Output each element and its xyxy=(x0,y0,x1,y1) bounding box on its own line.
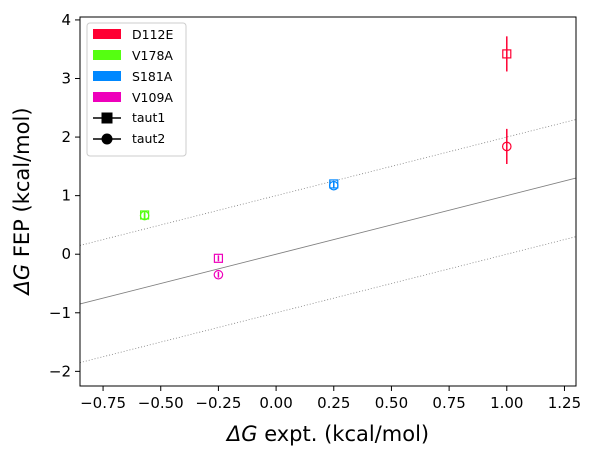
x-tick-label: 1.25 xyxy=(548,394,581,412)
legend-label-d112e: D112E xyxy=(132,27,173,42)
data-point-s181a-taut2 xyxy=(328,180,339,191)
legend-label-v178a: V178A xyxy=(132,48,173,63)
y-tick-label: 2 xyxy=(61,128,71,146)
x-tick-label: 0.75 xyxy=(432,394,465,412)
legend-swatch-v178a xyxy=(93,50,121,60)
legend-swatch-s181a xyxy=(93,71,121,81)
data-marks xyxy=(139,36,512,280)
x-axis-label: ΔG expt. (kcal/mol) xyxy=(225,422,429,446)
data-point-v109a-taut2 xyxy=(213,269,224,280)
plot-frame xyxy=(79,16,577,387)
identity-line xyxy=(80,177,576,305)
x-tick-label: 0.25 xyxy=(317,394,350,412)
y-tick-label: 3 xyxy=(61,70,71,88)
y-tick-label: 0 xyxy=(61,245,71,263)
data-point-d112e-taut2 xyxy=(501,141,512,152)
legend-label-v109a: V109A xyxy=(132,90,173,105)
x-tick-label: −0.75 xyxy=(80,394,126,412)
y-tick-label: −1 xyxy=(49,304,71,322)
legend-label-s181a: S181A xyxy=(132,69,173,84)
y-axis-label: ΔG FEP (kcal/mol) xyxy=(10,107,34,296)
y-axis-label-text: FEP (kcal/mol) xyxy=(10,107,34,263)
x-axis: −0.75 −0.50 −0.25 0.00 0.25 0.50 0.75 1.00 1.25 xyxy=(80,386,581,412)
legend-label-taut1: taut1 xyxy=(132,110,165,125)
x-tick-label: −0.50 xyxy=(138,394,184,412)
y-tick-label: 4 xyxy=(61,11,71,29)
x-tick-label: −0.25 xyxy=(195,394,241,412)
y-tick-label: 1 xyxy=(61,187,71,205)
offset-line-2 xyxy=(80,236,576,363)
x-axis-label-symbol: ΔG xyxy=(225,422,258,446)
x-tick-label: 1.00 xyxy=(490,394,523,412)
legend-marker-taut1-square xyxy=(101,112,113,124)
x-axis-label-text: expt. (kcal/mol) xyxy=(258,422,430,446)
legend: D112E V178A S181A V109A taut1 taut2 xyxy=(86,22,187,157)
reference-lines xyxy=(80,119,576,363)
y-axis-label-symbol: ΔG xyxy=(10,264,34,297)
x-tick-label: 0.50 xyxy=(375,394,408,412)
legend-swatch-d112e xyxy=(93,29,121,39)
offset-line-1 xyxy=(80,119,576,246)
y-axis: −2 −1 0 1 2 3 4 xyxy=(49,11,80,380)
data-point-d112e-taut1 xyxy=(502,49,512,59)
data-point-v109a-taut1 xyxy=(213,253,224,263)
x-tick-label: 0.00 xyxy=(259,394,292,412)
y-tick-label: −2 xyxy=(49,362,71,380)
legend-label-taut2: taut2 xyxy=(132,131,165,146)
legend-marker-taut2-circle xyxy=(101,133,113,145)
legend-swatch-v109a xyxy=(93,92,121,102)
data-point-v178a-taut2 xyxy=(139,210,150,221)
